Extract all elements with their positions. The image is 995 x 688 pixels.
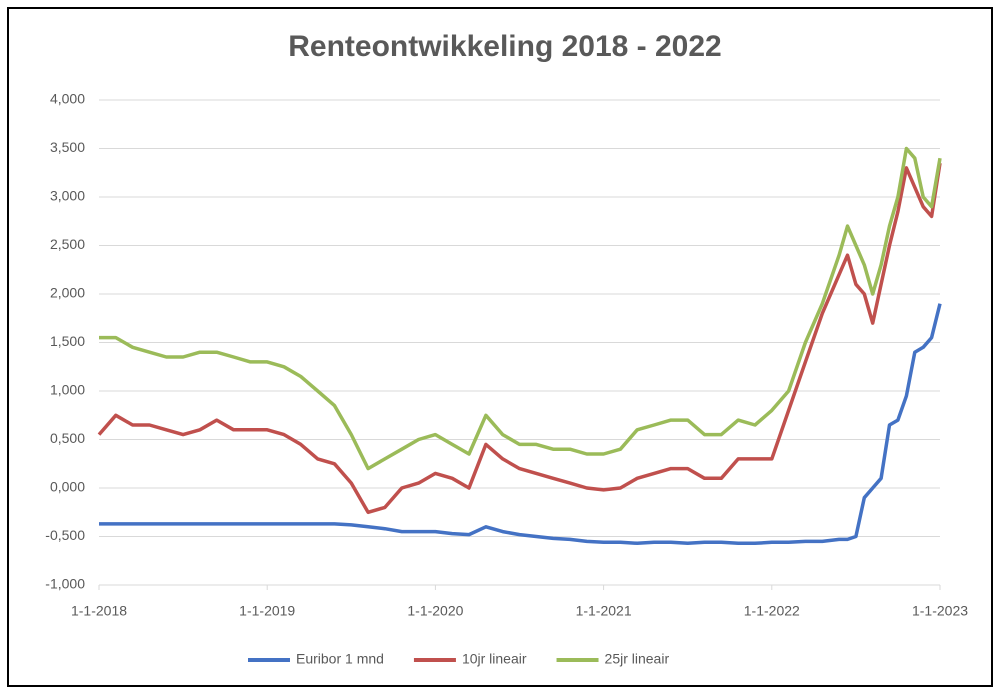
y-tick-label: 3,500 bbox=[50, 139, 85, 155]
y-tick-label: 2,500 bbox=[50, 236, 85, 252]
y-tick-label: -0,500 bbox=[45, 527, 85, 543]
chart-title: Renteontwikkeling 2018 - 2022 bbox=[288, 30, 722, 63]
y-tick-label: -1,000 bbox=[45, 576, 85, 592]
series-line bbox=[99, 303, 942, 546]
frame bbox=[7, 7, 993, 687]
x-tick-label: 1-1-2019 bbox=[239, 603, 295, 619]
y-tick-label: 1,500 bbox=[50, 333, 85, 349]
x-tick-label: 1-1-2018 bbox=[71, 603, 127, 619]
x-tick-label: 1-1-2020 bbox=[407, 603, 463, 619]
x-tick-label: 1-1-2022 bbox=[744, 603, 800, 619]
legend-label: 10jr lineair bbox=[462, 651, 527, 667]
x-tick-label: 1-1-2023 bbox=[912, 603, 968, 619]
series-line bbox=[97, 162, 942, 515]
y-tick-label: 4,000 bbox=[50, 91, 85, 107]
series-line bbox=[99, 146, 942, 471]
y-tick-label: 1,000 bbox=[50, 382, 85, 398]
y-tick-label: 2,000 bbox=[50, 285, 85, 301]
x-tick-label: 1-1-2021 bbox=[576, 603, 632, 619]
legend-label: 25jr lineair bbox=[605, 651, 670, 667]
y-tick-label: 3,000 bbox=[50, 188, 85, 204]
y-tick-label: 0,000 bbox=[50, 479, 85, 495]
legend-label: Euribor 1 mnd bbox=[296, 651, 384, 667]
y-tick-label: 0,500 bbox=[50, 430, 85, 446]
